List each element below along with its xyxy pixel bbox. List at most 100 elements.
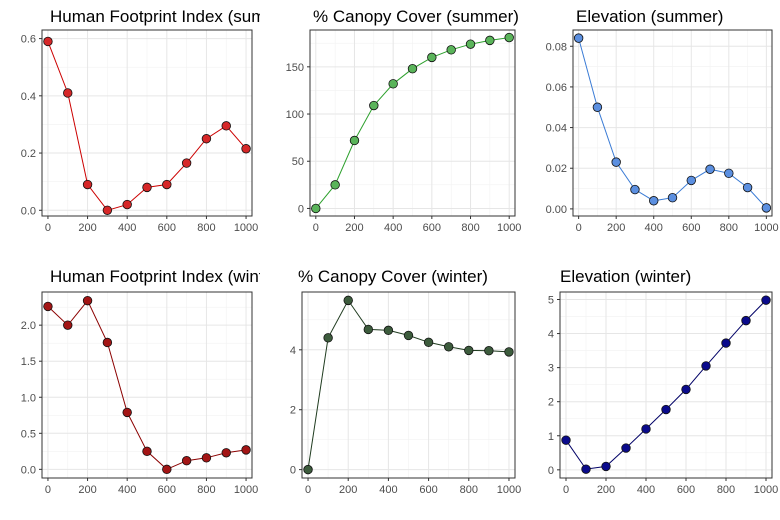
x-tick-label: 200 xyxy=(78,484,96,496)
data-point xyxy=(162,464,172,475)
data-point xyxy=(221,448,231,458)
y-tick-label: 4 xyxy=(548,329,554,341)
y-tick-label: 0.2 xyxy=(21,148,36,160)
y-tick-label: 2 xyxy=(290,405,296,417)
data-point xyxy=(705,164,715,174)
data-point xyxy=(343,295,353,306)
data-point xyxy=(641,424,651,434)
y-tick-label: 0.0 xyxy=(21,464,36,476)
panel-title-hfi-winter: Human Footprint Index (winter) xyxy=(50,267,284,286)
y-tick-label: 0.02 xyxy=(546,163,567,175)
x-tick-label: 0 xyxy=(305,484,311,496)
data-point xyxy=(201,134,212,144)
data-point xyxy=(407,64,418,74)
y-tick-label: 4 xyxy=(290,345,296,357)
y-tick-label: 0.08 xyxy=(546,41,567,53)
y-tick-label: 0.5 xyxy=(21,428,36,440)
x-tick-label: 1000 xyxy=(497,484,521,496)
x-tick-label: 800 xyxy=(720,222,738,234)
data-point xyxy=(686,175,696,186)
y-tick-label: 0.00 xyxy=(546,204,567,216)
y-tick-label: 0.6 xyxy=(21,34,36,46)
x-tick-label: 600 xyxy=(158,484,176,496)
data-point xyxy=(82,179,93,190)
panel-canopy-winter: % Canopy Cover (winter) 0 200 400 600 800 1000… xyxy=(290,267,521,496)
data-point xyxy=(761,295,771,305)
data-point xyxy=(630,184,640,195)
gridlines xyxy=(560,292,772,478)
data-point xyxy=(102,337,113,348)
data-point xyxy=(122,199,132,210)
data-point xyxy=(661,404,671,415)
x-tick-label: 600 xyxy=(158,222,176,234)
panel-title-canopy-winter: % Canopy Cover (winter) xyxy=(298,267,488,286)
x-tick-label: 200 xyxy=(78,222,96,234)
data-point xyxy=(761,203,772,213)
data-point xyxy=(741,315,751,326)
x-tick-label: 0 xyxy=(576,222,582,234)
panel-title-elevation-summer: Elevation (summer) xyxy=(576,7,723,26)
x-tick-label: 1000 xyxy=(754,484,778,496)
y-tick-label: 0.04 xyxy=(546,123,567,135)
data-point xyxy=(403,330,414,341)
data-point xyxy=(464,345,474,356)
panel-border xyxy=(301,291,516,479)
data-point xyxy=(221,121,231,131)
data-point xyxy=(63,88,73,98)
x-tick-label: 1000 xyxy=(497,222,521,234)
data-point xyxy=(241,445,251,455)
x-tick-label: 800 xyxy=(460,484,478,496)
x-tick-label: 200 xyxy=(339,484,357,496)
y-tick-label: 2 xyxy=(548,397,554,409)
data-point xyxy=(427,52,437,63)
data-point xyxy=(122,407,132,418)
data-point xyxy=(82,295,93,306)
data-point xyxy=(573,33,584,43)
data-point xyxy=(742,182,753,193)
y-tick-label: 0.06 xyxy=(546,82,567,94)
x-tick-label: 0 xyxy=(313,222,319,234)
y-tick-label: 0 xyxy=(548,465,554,477)
y-tick-label: 1.0 xyxy=(21,392,36,404)
data-point xyxy=(721,338,731,348)
data-point xyxy=(621,443,631,453)
x-tick-label: 0 xyxy=(45,222,51,234)
x-tick-label: 800 xyxy=(197,484,215,496)
panel-canopy-summer: % Canopy Cover (summer)0 200 400 600 800 1000… xyxy=(286,7,522,234)
data-point xyxy=(423,337,434,348)
data-point xyxy=(181,455,192,466)
y-tick-label: 1 xyxy=(548,431,554,443)
data-point xyxy=(724,168,734,179)
data-point xyxy=(349,135,360,146)
x-tick-label: 400 xyxy=(118,484,136,496)
x-tick-label: 600 xyxy=(682,222,700,234)
data-point xyxy=(701,361,711,371)
gridlines xyxy=(42,30,252,216)
y-tick-label: 5 xyxy=(548,294,554,306)
panel-border xyxy=(309,29,516,217)
data-point xyxy=(63,320,73,330)
x-tick-label: 400 xyxy=(637,484,655,496)
data-point xyxy=(383,325,394,336)
x-tick-label: 0 xyxy=(45,484,51,496)
data-point xyxy=(504,347,514,357)
data-point xyxy=(201,453,212,463)
panel-border xyxy=(41,291,253,479)
panel-border xyxy=(41,29,253,217)
data-point xyxy=(43,301,53,312)
y-tick-label: 0 xyxy=(298,203,304,215)
x-tick-label: 1000 xyxy=(234,484,258,496)
y-tick-label: 0 xyxy=(290,465,296,477)
data-point xyxy=(485,35,495,46)
panel-title-elevation-winter: Elevation (winter) xyxy=(560,267,691,286)
data-point xyxy=(241,144,251,154)
data-point xyxy=(611,157,621,167)
data-point xyxy=(102,205,113,215)
x-tick-label: 600 xyxy=(423,222,441,234)
data-point xyxy=(561,435,571,445)
data-point xyxy=(388,79,398,89)
data-point xyxy=(667,193,678,203)
data-point xyxy=(181,158,192,168)
panel-elevation-winter: Elevation (winter) 0 200 400 600 800 1000 0 1 2 3 4… xyxy=(548,267,778,496)
